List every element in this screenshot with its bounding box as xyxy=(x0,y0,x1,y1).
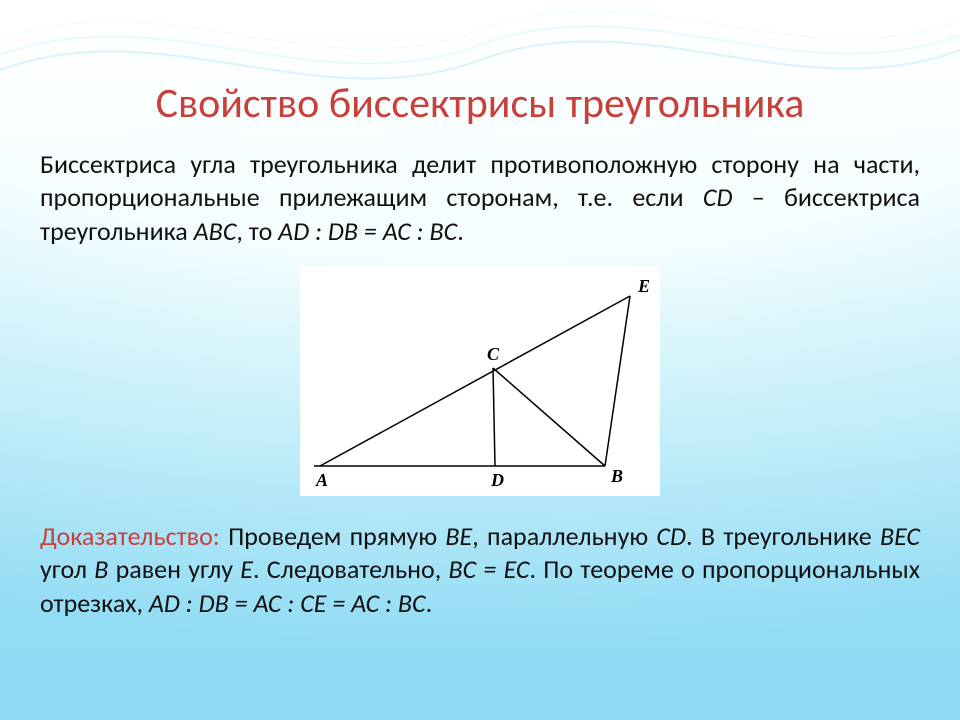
proof-eq1: BC = EC xyxy=(448,553,529,585)
proof-bec: BEC xyxy=(880,520,920,552)
proof-cd: CD xyxy=(656,520,686,552)
svg-text:E: E xyxy=(637,276,650,296)
geometry-diagram: A D B C E xyxy=(300,266,660,496)
theorem-end: . xyxy=(457,215,464,247)
proof-label: Доказательство: xyxy=(40,520,220,552)
proof-t3: . В треугольнике xyxy=(686,520,880,552)
proof-eq2: AD : DB = AC : CE = AC : BC xyxy=(149,587,426,619)
proof-t4: угол xyxy=(40,553,94,585)
slide: Свойство биссектрисы треугольника Биссек… xyxy=(0,0,960,720)
svg-text:C: C xyxy=(487,344,500,364)
svg-text:A: A xyxy=(315,470,328,490)
proof-be: BE xyxy=(445,520,472,552)
svg-text:B: B xyxy=(610,466,623,486)
svg-text:D: D xyxy=(490,470,504,490)
proof-e: E xyxy=(240,553,253,585)
proof-t6: . Следовательно, xyxy=(253,553,448,585)
proof-text: Доказательство: Проведем прямую BE, пара… xyxy=(40,520,920,620)
proof-t8: . xyxy=(426,587,433,619)
proof-b: B xyxy=(94,553,108,585)
theorem-text: Биссектриса угла треугольника делит прот… xyxy=(40,148,920,248)
proof-t5: равен углу xyxy=(108,553,240,585)
proof-t2: , параллельную xyxy=(472,520,656,552)
theorem-ratio: AD : DB = AC : BC xyxy=(278,215,457,247)
theorem-cd: CD xyxy=(703,181,733,213)
theorem-mid2: , то xyxy=(236,215,278,247)
proof-t1: Проведем прямую xyxy=(220,520,446,552)
slide-title: Свойство биссектрисы треугольника xyxy=(0,78,960,129)
theorem-abc: ABC xyxy=(194,215,237,247)
decorative-wave xyxy=(0,0,960,90)
